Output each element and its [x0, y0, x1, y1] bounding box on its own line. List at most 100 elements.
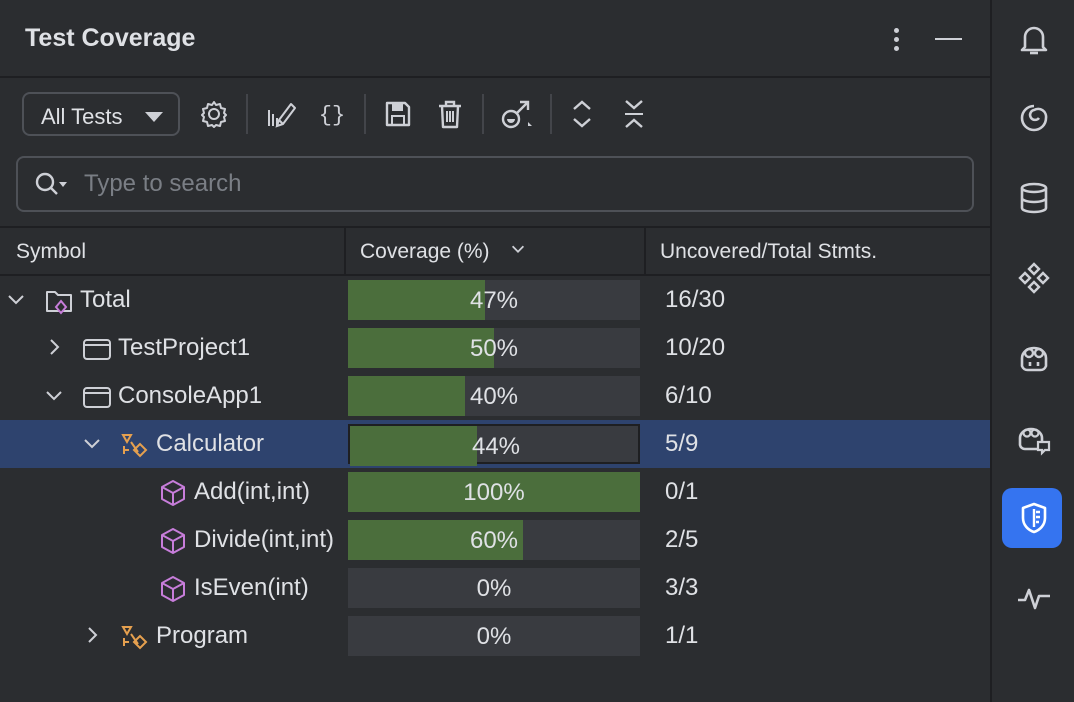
class-icon: [120, 430, 150, 460]
project-icon: [82, 334, 112, 364]
coverage-bar: 50%: [348, 328, 640, 368]
delete-icon[interactable]: [432, 96, 468, 132]
tree-row[interactable]: TestProject1 50% 10/20: [0, 324, 990, 372]
symbol-name: IsEven(int): [194, 574, 309, 601]
uncovered-total-stmts: 3/3: [665, 574, 699, 601]
coverage-percent: 44%: [471, 433, 521, 460]
more-options-icon[interactable]: [884, 22, 908, 56]
class-icon: [120, 622, 150, 652]
uncovered-total-stmts: 10/20: [665, 334, 726, 361]
tree-row[interactable]: Calculator 44% 5/9: [0, 420, 990, 468]
coverage-percent: 50%: [469, 335, 519, 362]
chevron-right-icon[interactable]: [44, 337, 64, 357]
coverage-percent: 60%: [469, 527, 519, 554]
symbol-name: Calculator: [156, 430, 265, 457]
coverage-bar-fill: [348, 328, 494, 368]
coverage-percent: 40%: [469, 383, 519, 410]
braces-icon[interactable]: {}: [314, 96, 350, 132]
column-header-symbol[interactable]: Symbol: [16, 240, 87, 263]
coverage-percent: 0%: [476, 623, 512, 650]
uncovered-total-stmts: 5/9: [665, 430, 699, 457]
coverage-percent: 0%: [476, 575, 512, 602]
coverage-bar-fill: [348, 472, 640, 512]
uncovered-total-stmts: 16/30: [665, 286, 726, 313]
project-icon: [82, 382, 112, 412]
coverage-percent: 47%: [469, 287, 519, 314]
save-icon[interactable]: [380, 96, 416, 132]
uncovered-total-stmts: 6/10: [665, 382, 712, 409]
svg-text:{}: {}: [319, 103, 345, 128]
scope-dropdown[interactable]: All Tests: [22, 92, 180, 136]
coverage-bar: 47%: [348, 280, 640, 320]
solution-folder-icon: [44, 286, 74, 316]
column-divider: [644, 228, 646, 276]
highlight-coverage-icon[interactable]: [263, 96, 299, 132]
column-header-stmts[interactable]: Uncovered/Total Stmts.: [660, 240, 878, 263]
coverage-bar: 100%: [348, 472, 640, 512]
database-icon[interactable]: [1014, 178, 1054, 218]
sort-descending-icon: [509, 240, 527, 264]
scope-dropdown-label: All Tests: [41, 104, 123, 129]
symbol-name: Add(int,int): [194, 478, 311, 505]
chevron-down-icon[interactable]: [44, 385, 64, 405]
panel-titlebar: Test Coverage: [0, 0, 990, 78]
notifications-icon[interactable]: [1014, 19, 1054, 59]
copilot-chat-icon[interactable]: [1014, 418, 1054, 458]
symbol-name: ConsoleApp1: [118, 382, 263, 409]
tree-row[interactable]: ConsoleApp1 40% 6/10: [0, 372, 990, 420]
toolbar-separator: [482, 94, 484, 134]
export-icon[interactable]: [498, 96, 534, 132]
method-icon: [158, 526, 188, 556]
symbol-name: Total: [80, 286, 131, 313]
uncovered-total-stmts: 0/1: [665, 478, 699, 505]
chevron-down-icon[interactable]: [6, 289, 26, 309]
coverage-bar-fill: [348, 280, 486, 320]
symbol-name: Program: [156, 622, 249, 649]
tree-row[interactable]: Total 47% 16/30: [0, 276, 990, 324]
symbol-name: Divide(int,int): [194, 526, 335, 553]
coverage-bar: 40%: [348, 376, 640, 416]
tree-row[interactable]: Divide(int,int) 60% 2/5: [0, 516, 990, 564]
performance-icon[interactable]: [1014, 578, 1054, 618]
active-tool-highlight: [1002, 488, 1062, 548]
method-icon: [158, 574, 188, 604]
column-header-coverage-label: Coverage (%): [360, 240, 490, 263]
settings-icon[interactable]: [196, 96, 232, 132]
tree-row[interactable]: Program 0% 1/1: [0, 612, 990, 660]
chevron-right-icon[interactable]: [82, 625, 102, 645]
coverage-bar: 60%: [348, 520, 640, 560]
collapse-all-icon[interactable]: [616, 96, 652, 132]
test-coverage-panel: Test Coverage All Tests {}: [0, 0, 990, 660]
coverage-percent: 100%: [463, 479, 525, 506]
toolbar-separator: [246, 94, 248, 134]
column-divider: [344, 228, 346, 276]
coverage-toolbar: All Tests {}: [0, 80, 990, 150]
coverage-bar: 44%: [348, 424, 640, 466]
coverage-bar: 0%: [348, 568, 640, 608]
coverage-bar-fill: [348, 376, 465, 416]
search-icon[interactable]: [34, 170, 74, 200]
copilot-icon[interactable]: [1014, 338, 1054, 378]
symbol-name: TestProject1: [118, 334, 251, 361]
toolbar-separator: [550, 94, 552, 134]
uncovered-total-stmts: 1/1: [665, 622, 699, 649]
minimize-icon[interactable]: [930, 24, 966, 54]
uncovered-total-stmts: 2/5: [665, 526, 699, 553]
tree-row[interactable]: IsEven(int) 0% 3/3: [0, 564, 990, 612]
coverage-bar-fill: [350, 426, 477, 466]
coverage-icon[interactable]: [1014, 498, 1054, 538]
table-header: Symbol Coverage (%) Uncovered/Total Stmt…: [0, 226, 990, 276]
plugins-icon[interactable]: [1014, 258, 1054, 298]
toolbar-separator: [364, 94, 366, 134]
column-header-coverage[interactable]: Coverage (%): [360, 240, 527, 264]
expand-all-icon[interactable]: [564, 96, 600, 132]
tree-row[interactable]: Add(int,int) 100% 0/1: [0, 468, 990, 516]
coverage-bar: 0%: [348, 616, 640, 656]
ai-assistant-icon[interactable]: [1014, 98, 1054, 138]
chevron-down-icon[interactable]: [82, 433, 102, 453]
search-box: [16, 156, 974, 212]
coverage-bar-fill: [348, 520, 524, 560]
panel-title: Test Coverage: [25, 24, 196, 52]
search-input[interactable]: [84, 166, 944, 202]
chevron-down-icon: [145, 112, 163, 122]
